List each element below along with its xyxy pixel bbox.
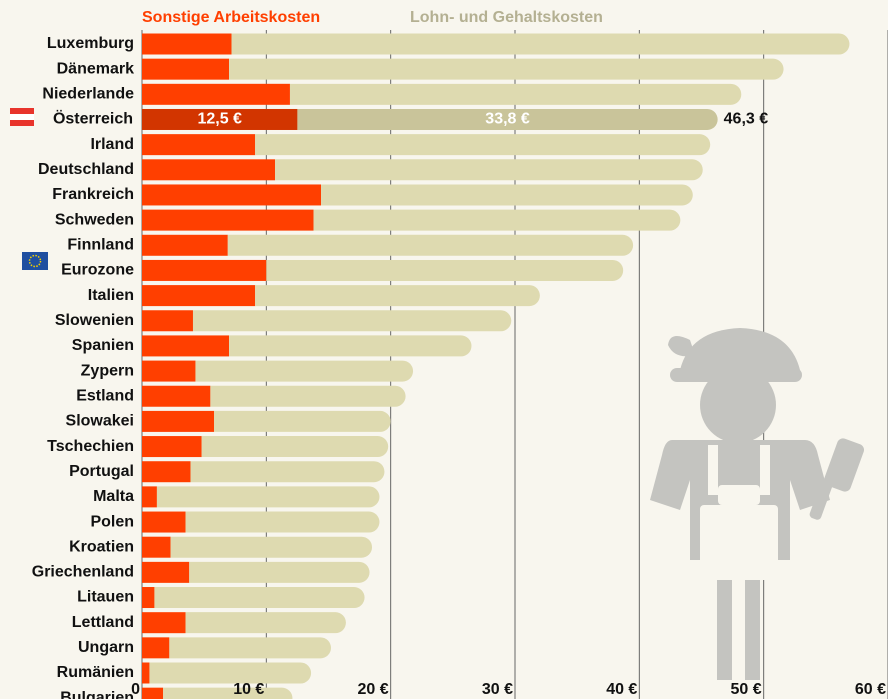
bar-segment: [142, 486, 157, 507]
category-label: Schweden: [55, 211, 134, 228]
bar-segment: [210, 386, 405, 407]
austria-flag: [10, 108, 34, 126]
eu-flag: [22, 252, 48, 270]
category-label: Portugal: [69, 463, 134, 480]
bar-segment: [142, 587, 154, 608]
category-label: Irland: [90, 136, 134, 153]
category-label: Zypern: [81, 362, 134, 379]
x-tick-label: 20 €: [358, 681, 389, 698]
category-label: Bulgarien: [60, 689, 134, 699]
category-label: Polen: [90, 513, 134, 530]
value-label: 12,5 €: [197, 111, 242, 128]
bar-segment: [142, 436, 202, 457]
bar-segment: [154, 587, 364, 608]
bar-segment: [190, 461, 384, 482]
category-label: Frankreich: [52, 186, 134, 203]
category-label: Slowenien: [55, 312, 134, 329]
bar-segment: [228, 235, 633, 256]
bar-segment: [266, 260, 623, 281]
legend-label: Lohn- und Gehaltskosten: [410, 9, 603, 26]
bar-segment: [142, 59, 229, 80]
bar-segment: [142, 562, 189, 583]
bar-segment: [142, 34, 232, 55]
bar-segment: [195, 361, 413, 382]
bar-segment: [142, 612, 186, 633]
bar-segment: [142, 184, 321, 205]
bar-segment: [157, 486, 380, 507]
value-label: 33,8 €: [485, 111, 530, 128]
bar-segment: [142, 688, 163, 699]
bar-segment: [232, 34, 850, 55]
bar-segment: [142, 537, 171, 558]
total-label: 46,3 €: [724, 111, 769, 128]
category-label: Litauen: [77, 589, 134, 606]
category-label: Estland: [76, 387, 134, 404]
bar-segment: [142, 361, 195, 382]
category-label: Lettland: [72, 614, 134, 631]
bar-segment: [149, 663, 311, 684]
bar-segment: [142, 663, 149, 684]
bar-segment: [202, 436, 389, 457]
bar-segment: [290, 84, 741, 105]
category-label: Ungarn: [78, 639, 134, 656]
bar-segment: [142, 159, 275, 180]
bar-segment: [214, 411, 391, 432]
bar-segment: [142, 260, 266, 281]
category-label: Luxemburg: [47, 35, 134, 52]
bar-segment: [142, 637, 169, 658]
bar-segment: [229, 335, 471, 356]
bar-segment: [255, 285, 540, 306]
category-label: Niederlande: [42, 86, 134, 103]
chart: 010 €20 €30 €40 €50 €60 €Sonstige Arbeit…: [0, 0, 888, 699]
category-label: Eurozone: [61, 262, 134, 279]
bar-segment: [229, 59, 784, 80]
bar-segment: [142, 210, 314, 231]
bar-segment: [314, 210, 681, 231]
category-label: Deutschland: [38, 161, 134, 178]
bar-segment: [142, 285, 255, 306]
x-tick-label: 10 €: [233, 681, 264, 698]
category-label: Kroatien: [69, 538, 134, 555]
category-label: Finnland: [67, 236, 134, 253]
bar-segment: [186, 612, 346, 633]
bar-segment: [193, 310, 511, 331]
bar-segment: [142, 461, 190, 482]
bar-segment: [142, 84, 290, 105]
category-label: Italien: [88, 287, 134, 304]
bar-segment: [142, 134, 255, 155]
legend-label: Sonstige Arbeitskosten: [142, 9, 320, 26]
category-label: Slowakei: [66, 413, 134, 430]
bar-segment: [142, 411, 214, 432]
bar-segment: [163, 688, 292, 699]
bar-segment: [186, 512, 380, 533]
bar-segment: [169, 637, 331, 658]
x-tick-label: 30 €: [482, 681, 513, 698]
category-label: Griechenland: [32, 564, 134, 581]
bar-segment: [171, 537, 372, 558]
category-label: Dänemark: [57, 60, 134, 77]
category-label: Spanien: [72, 337, 134, 354]
bar-segment: [321, 184, 693, 205]
bar-segment: [142, 235, 228, 256]
x-tick-label: 40 €: [606, 681, 637, 698]
bar-segment: [142, 310, 193, 331]
bar-segment: [142, 335, 229, 356]
bar-segment: [189, 562, 369, 583]
bar-segment: [275, 159, 703, 180]
x-tick-label: 60 €: [855, 681, 886, 698]
bar-segment: [142, 512, 186, 533]
bar-segment: [142, 386, 210, 407]
category-label: Malta: [93, 488, 134, 505]
category-label: Tschechien: [47, 438, 134, 455]
category-label: Österreich: [53, 109, 133, 128]
bar-segment: [255, 134, 710, 155]
category-label: Rumänien: [57, 664, 134, 681]
x-tick-label: 50 €: [731, 681, 762, 698]
